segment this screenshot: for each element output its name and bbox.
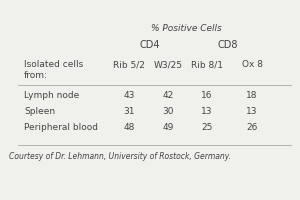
Text: 25: 25 [201,123,213,132]
Text: W3/25: W3/25 [154,60,182,69]
Text: 13: 13 [246,108,258,116]
Text: Rib 8/1: Rib 8/1 [191,60,223,69]
Text: Rib 5/2: Rib 5/2 [113,60,145,69]
Text: 42: 42 [162,92,174,100]
Text: % Positive Cells: % Positive Cells [151,24,221,33]
Text: Lymph node: Lymph node [24,92,79,100]
Text: 48: 48 [123,123,135,132]
Text: 16: 16 [201,92,213,100]
Text: Isolated cells
from:: Isolated cells from: [24,60,83,80]
Text: 13: 13 [201,108,213,116]
Text: 26: 26 [246,123,258,132]
Text: Ox 8: Ox 8 [242,60,262,69]
Text: 49: 49 [162,123,174,132]
Text: 18: 18 [246,92,258,100]
Text: 43: 43 [123,92,135,100]
Text: 30: 30 [162,108,174,116]
Text: 31: 31 [123,108,135,116]
Text: Courtesy of Dr. Lehmann, University of Rostock, Germany.: Courtesy of Dr. Lehmann, University of R… [9,152,231,161]
Text: Peripheral blood: Peripheral blood [24,123,98,132]
Text: Spleen: Spleen [24,108,55,116]
Text: CD4: CD4 [140,40,160,50]
Text: CD8: CD8 [218,40,238,50]
